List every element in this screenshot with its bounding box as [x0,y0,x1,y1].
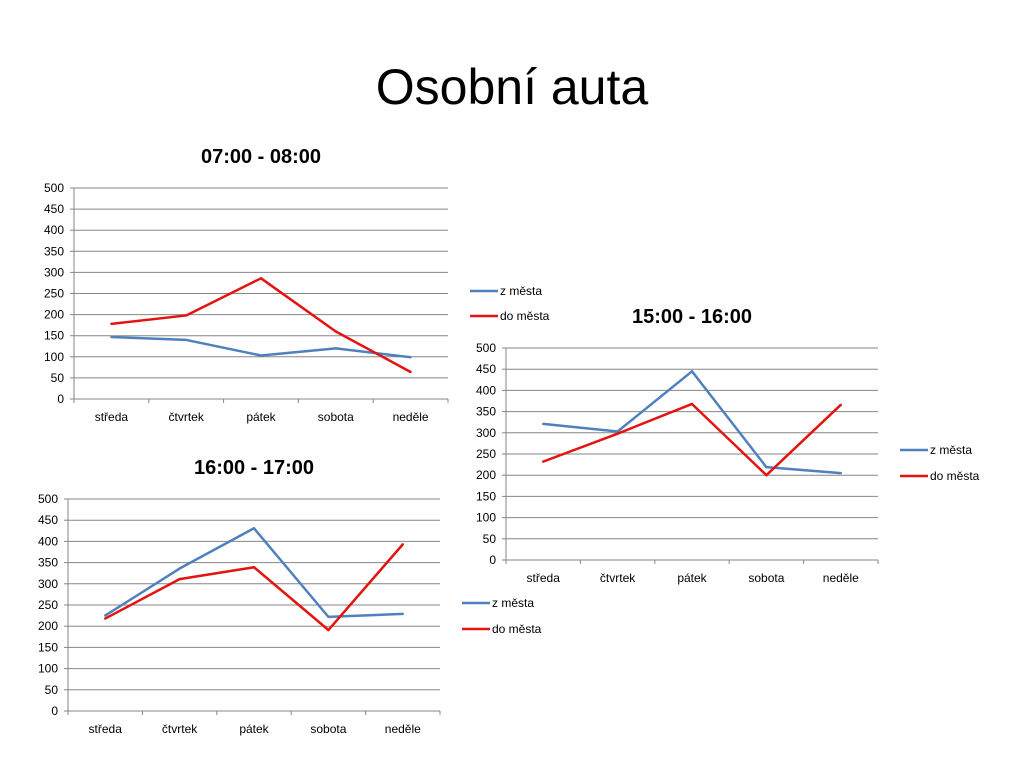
x-tick-label: středa [89,722,123,736]
y-tick-label: 450 [38,513,58,527]
x-tick-label: neděle [393,410,429,424]
x-tick-label: pátek [677,571,707,585]
chart-1: 07:00 - 08:00 0 50 100 150 200 250 300 350 400 450… [44,146,550,424]
y-tick-label: 50 [51,371,65,385]
y-tick-label: 400 [476,383,496,397]
y-tick-label: 100 [38,662,58,676]
y-tick-label: 100 [476,511,496,525]
y-tick-label: 200 [44,308,64,322]
x-tick-label: neděle [385,722,421,736]
y-tick-label: 400 [38,534,58,548]
y-tick-label: 500 [38,492,58,506]
data-point [401,543,404,546]
data-point [178,577,181,581]
x-tick-label: čtvrtek [600,571,636,585]
data-point [185,338,188,342]
legend-label: do města [930,469,980,483]
data-point [765,465,768,469]
data-point [104,614,107,617]
data-point [409,370,412,374]
y-tick-label: 450 [476,362,496,376]
data-point [690,370,694,373]
y-tick-label: 250 [476,447,496,461]
series-line-z-mesta [543,370,841,475]
y-tick-label: 150 [38,640,58,654]
data-point [334,330,337,333]
x-tick-label: středa [95,410,129,424]
y-tick-label: 50 [45,683,59,697]
y-tick-label: 200 [476,468,496,482]
legend-label: z města [492,596,534,610]
chart-title: 15:00 - 16:00 [632,306,752,328]
data-point [334,347,337,350]
x-tick-label: čtvrtek [162,722,198,736]
slide-title: Osobní auta [375,59,649,115]
y-tick-label: 300 [38,577,58,591]
data-point [401,612,404,616]
y-tick-label: 150 [44,329,64,343]
x-tick-label: pátek [246,410,276,424]
x-tick-label: neděle [823,571,859,585]
data-point [110,335,113,339]
y-tick-label: 200 [38,619,58,633]
y-tick-label: 50 [483,532,497,546]
data-point [104,617,107,620]
chart-3: 16:00 - 17:00 0 50 100 150 200 250 300 350 400 450… [38,457,542,736]
data-point [409,356,412,359]
x-tick-label: sobota [748,571,784,585]
y-tick-label: 350 [38,556,58,570]
legend-label: do města [500,309,550,323]
y-tick-label: 0 [51,704,58,718]
data-point [259,277,263,280]
x-tick-label: pátek [239,722,269,736]
y-tick-label: 500 [44,181,64,195]
data-point [839,471,842,475]
legend-label: z města [500,284,542,298]
data-point [690,402,694,406]
y-tick-label: 400 [44,223,64,237]
data-point [839,403,842,407]
y-tick-label: 0 [489,553,496,567]
data-point [252,566,256,569]
legend-label: z města [930,443,972,457]
y-tick-label: 300 [476,426,496,440]
y-tick-label: 450 [44,202,64,216]
data-point [110,322,113,326]
data-point [542,422,545,426]
chart-title: 16:00 - 17:00 [194,457,314,479]
data-point [765,474,768,477]
y-tick-label: 250 [44,287,64,301]
chart-2: 15:00 - 16:00 0 50 100 150 200 250 300 350 400 450… [476,306,980,585]
data-point [542,460,545,463]
data-point [178,567,181,570]
x-tick-label: středa [527,571,561,585]
y-tick-label: 350 [44,244,64,258]
data-point [185,314,188,317]
x-tick-label: sobota [318,410,354,424]
legend-label: do města [492,622,542,636]
data-point [327,628,330,632]
y-tick-label: 300 [44,265,64,279]
data-point [327,615,330,619]
x-tick-label: sobota [310,722,346,736]
data-point [252,527,256,530]
y-tick-label: 500 [476,341,496,355]
y-tick-label: 350 [476,405,496,419]
data-point [616,432,619,435]
y-tick-label: 250 [38,598,58,612]
x-tick-label: čtvrtek [169,410,205,424]
chart-title: 07:00 - 08:00 [201,146,321,168]
y-tick-label: 0 [57,392,64,406]
series-line-do-mesta [542,402,842,477]
y-tick-label: 100 [44,350,64,364]
data-point [259,354,263,357]
y-tick-label: 150 [476,489,496,503]
series-line-do-mesta [111,277,412,374]
